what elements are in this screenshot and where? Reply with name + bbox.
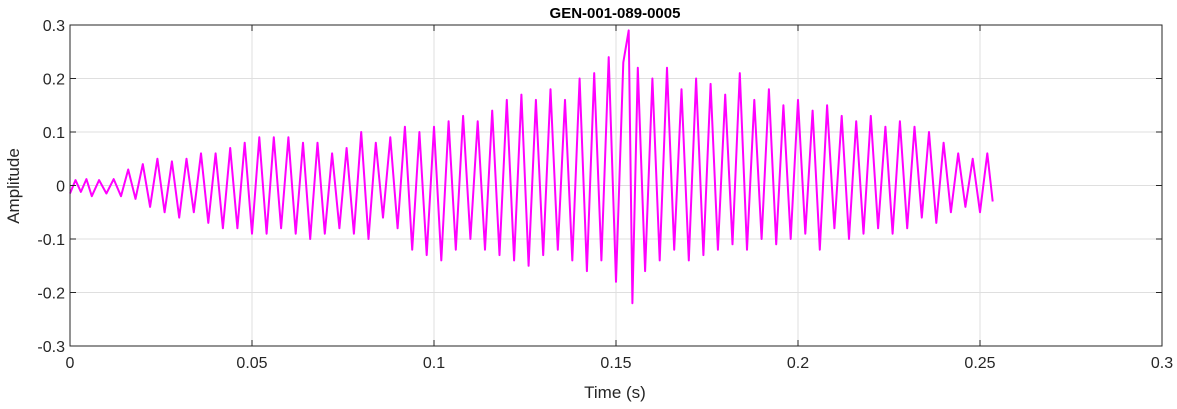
y-tick-label: 0.2 xyxy=(43,72,65,89)
x-tick-label: 0.1 xyxy=(423,355,445,372)
y-tick-label: 0 xyxy=(56,179,65,196)
x-tick-label: 0.25 xyxy=(964,355,995,372)
plot-area xyxy=(69,29,994,305)
y-tick-label: 0.1 xyxy=(43,125,65,142)
y-tick-label: -0.1 xyxy=(37,232,65,249)
y-tick-label: -0.3 xyxy=(37,339,65,356)
y-tick-label: -0.2 xyxy=(37,286,65,303)
x-tick-label: 0.05 xyxy=(236,355,267,372)
tick-labels: 0 0.05 0.1 0.15 0.2 0.25 0.3 -0.3 -0.2 -0.1 0 0.1 0.… xyxy=(37,18,1173,372)
grid xyxy=(69,24,1163,347)
x-tick-label: 0 xyxy=(66,355,75,372)
y-tick-label: 0.3 xyxy=(43,18,65,35)
x-tick-label: 0.15 xyxy=(600,355,631,372)
x-tick-label: 0.2 xyxy=(787,355,809,372)
x-axis-label: Time (s) xyxy=(584,383,646,402)
series-line xyxy=(69,29,994,305)
y-axis-label: Amplitude xyxy=(4,148,23,224)
axes xyxy=(69,24,1163,347)
chart-title: GEN-001-089-0005 xyxy=(550,5,681,22)
x-tick-label: 0.3 xyxy=(1151,355,1173,372)
